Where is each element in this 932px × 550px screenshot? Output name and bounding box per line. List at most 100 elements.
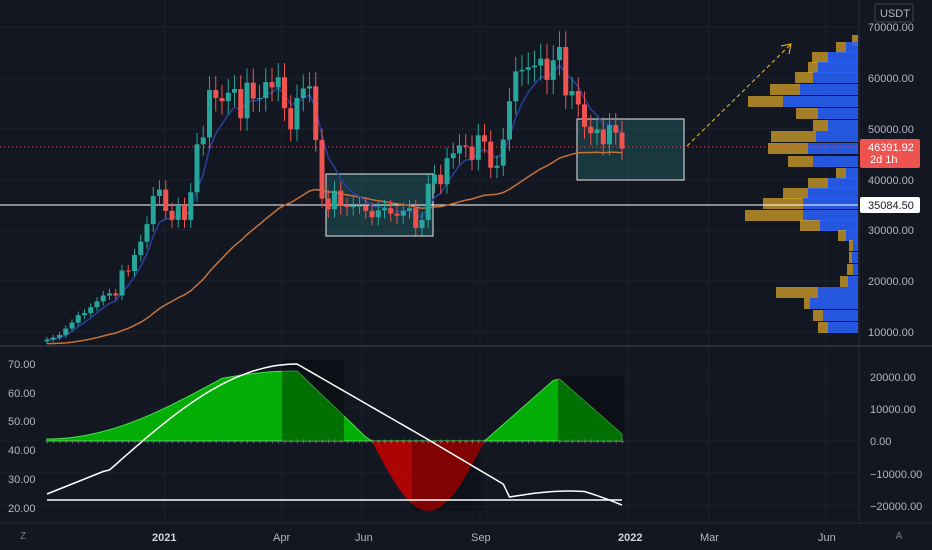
- zero-marker: +: [251, 437, 256, 446]
- zero-marker: +: [551, 437, 556, 446]
- candle-body: [269, 82, 275, 88]
- candle-body: [350, 205, 356, 208]
- candle-body: [213, 90, 219, 99]
- vp-bar-up: [853, 264, 858, 275]
- vp-bar-down: [818, 322, 828, 333]
- candle-body: [250, 82, 256, 99]
- candle-body: [194, 144, 200, 193]
- osc-right-tick: −10000.00: [870, 469, 922, 481]
- zero-marker: +: [495, 437, 500, 446]
- zero-marker: +: [158, 437, 163, 446]
- vp-bar-up: [783, 96, 858, 107]
- zero-marker: +: [108, 437, 113, 446]
- candle-body: [357, 205, 362, 207]
- candle-body: [119, 270, 125, 296]
- projection-arrow[interactable]: [686, 44, 791, 147]
- candle-body: [144, 224, 150, 242]
- zero-marker: +: [470, 437, 475, 446]
- candle-body: [613, 125, 619, 133]
- zero-marker: +: [614, 437, 619, 446]
- zero-marker: +: [70, 437, 75, 446]
- zero-marker: +: [370, 437, 375, 446]
- x-tick: Jun: [818, 532, 836, 544]
- candle-body: [563, 46, 569, 96]
- candle-body: [482, 135, 487, 142]
- zoom-toggle-button[interactable]: Z: [19, 531, 27, 542]
- osc-right-tick: 20000.00: [870, 372, 916, 384]
- zero-marker: +: [433, 437, 438, 446]
- x-tick: 2021: [152, 532, 176, 544]
- candle-body: [275, 77, 281, 88]
- zero-marker: +: [239, 437, 244, 446]
- candle-body: [500, 139, 506, 166]
- zero-marker: +: [376, 437, 381, 446]
- zero-marker: +: [101, 437, 106, 446]
- vp-bar-up: [828, 178, 858, 189]
- zero-marker: +: [151, 437, 156, 446]
- candles: [44, 31, 625, 344]
- zero-marker: +: [570, 437, 575, 446]
- zero-marker: +: [414, 437, 419, 446]
- candle-body: [182, 206, 187, 220]
- y-tick: 70000.00: [868, 22, 914, 34]
- candle-body: [188, 192, 194, 220]
- vp-bar-down: [745, 210, 803, 221]
- ema-fast-line: [46, 63, 623, 341]
- unit-label: USDT: [880, 8, 910, 20]
- zero-marker: +: [220, 437, 225, 446]
- candle-body: [157, 189, 162, 196]
- zero-marker: +: [226, 437, 231, 446]
- zero-marker: +: [589, 437, 594, 446]
- vp-bar-up: [848, 276, 858, 287]
- candle-body: [294, 98, 300, 130]
- candle-body: [57, 334, 62, 338]
- time-axis[interactable]: 2021 Apr Jun Sep 2022 Mar Jun: [152, 532, 836, 544]
- candle-body: [244, 82, 250, 119]
- osc-left-tick: 20.00: [8, 503, 36, 515]
- vp-bar-up: [846, 42, 858, 53]
- candle-body: [407, 208, 412, 211]
- range-box-right[interactable]: [576, 118, 685, 181]
- oscillator-shade: [282, 360, 344, 441]
- zero-marker: +: [176, 437, 181, 446]
- candle-body: [438, 174, 444, 185]
- zero-marker: +: [533, 437, 538, 446]
- vp-bar-down: [748, 96, 783, 107]
- auto-scale-button[interactable]: A: [895, 531, 903, 542]
- zero-marker: +: [301, 437, 306, 446]
- candle-body: [313, 86, 319, 141]
- vp-bar-down: [812, 52, 828, 63]
- volume-profile: [745, 35, 858, 333]
- candle-body: [107, 293, 112, 296]
- vp-bar-up: [818, 108, 858, 119]
- osc-right-tick: −20000.00: [870, 501, 922, 513]
- zero-marker: +: [76, 437, 81, 446]
- osc-right-tick: 10000.00: [870, 404, 916, 416]
- vp-bar-up: [853, 240, 858, 251]
- zero-marker: +: [345, 437, 350, 446]
- x-tick: 2022: [618, 532, 642, 544]
- vp-bar-up: [810, 298, 858, 309]
- zero-marker: +: [339, 437, 344, 446]
- vp-bar-down: [847, 264, 853, 275]
- candle-body: [419, 219, 425, 228]
- candle-body: [382, 208, 387, 211]
- zero-marker: +: [426, 437, 431, 446]
- candle-body: [469, 146, 475, 160]
- zero-marker: +: [501, 437, 506, 446]
- vp-bar-down: [808, 178, 828, 189]
- vp-bar-down: [783, 188, 808, 199]
- support-tag: [860, 197, 920, 213]
- zero-marker: +: [208, 437, 213, 446]
- zero-marker: +: [320, 437, 325, 446]
- osc-left-tick: 40.00: [8, 445, 36, 457]
- price-axis[interactable]: USDT 70000.00 60000.00 50000.00 40000.00…: [860, 3, 922, 513]
- zero-marker: +: [508, 437, 513, 446]
- zero-marker: +: [545, 437, 550, 446]
- vp-bar-down: [813, 310, 823, 321]
- candle-body: [525, 67, 531, 70]
- zero-marker: +: [620, 437, 625, 446]
- price-tag-value: 46391.92: [868, 142, 914, 154]
- candle-body: [463, 145, 469, 147]
- candle-body: [594, 129, 600, 134]
